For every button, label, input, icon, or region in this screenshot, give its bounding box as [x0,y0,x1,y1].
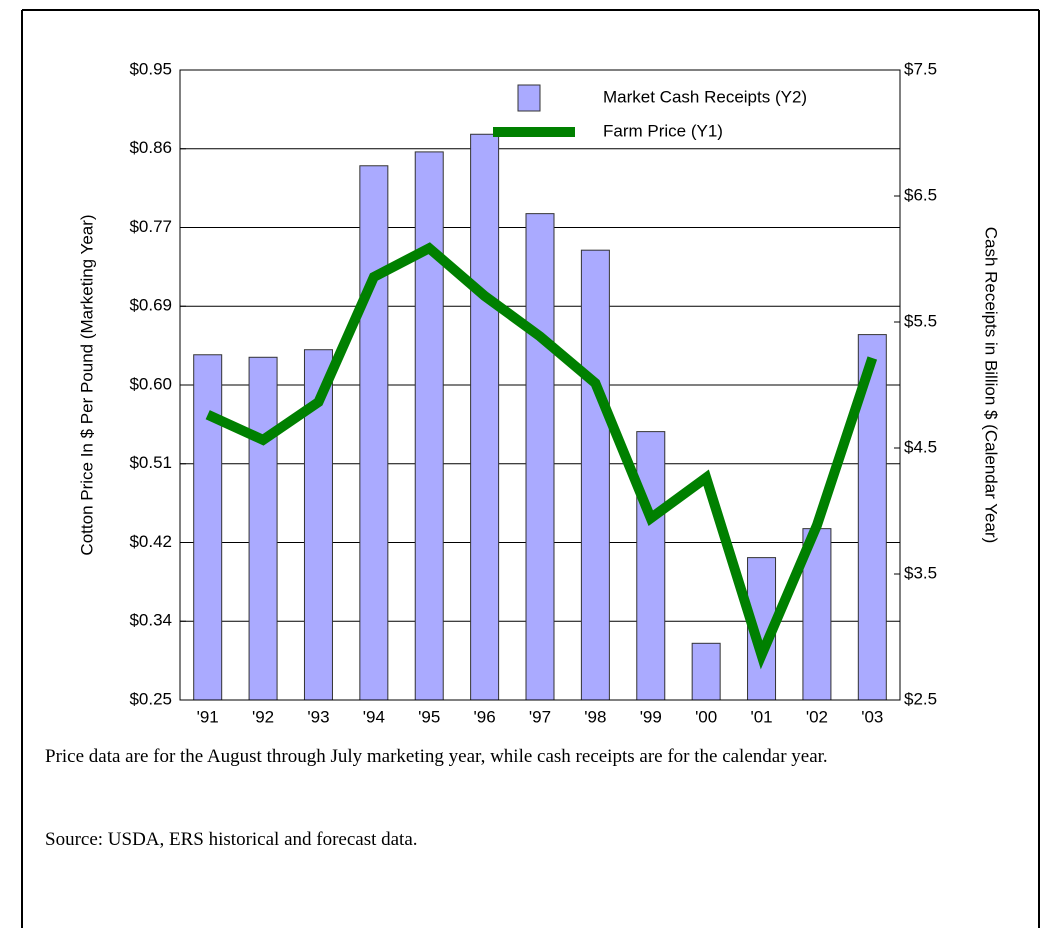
x-tick-label: '00 [695,707,717,726]
bar [691,642,721,701]
bar [248,356,278,701]
x-tick-label: '94 [363,707,385,726]
bar [580,249,610,701]
bar [414,151,444,701]
y-tick-label: $0.25 [129,689,172,708]
y-tick-label: $0.77 [129,217,172,236]
bar [802,528,832,701]
x-tick-label: '03 [861,707,883,726]
x-tick-label: '95 [418,707,440,726]
y2-tick-label: $4.5 [904,437,937,456]
x-tick-label: '97 [529,707,551,726]
y2-tick-label: $2.5 [904,689,937,708]
legend-label: Market Cash Receipts (Y2) [603,87,807,106]
x-tick-label: '91 [197,707,219,726]
x-tick-label: '98 [584,707,606,726]
y-tick-label: $0.42 [129,532,172,551]
y-tick-label: $0.69 [129,296,172,315]
y-tick-label: $0.34 [129,611,172,630]
y-tick-label: $0.51 [129,453,172,472]
x-tick-label: '92 [252,707,274,726]
y2-tick-label: $6.5 [904,185,937,204]
y-tick-label: $0.95 [129,59,172,78]
note: Price data are for the August through Ju… [45,746,828,767]
y-axis-label: Cotton Price In $ Per Pound (Marketing Y… [77,214,96,555]
legend-label: Farm Price (Y1) [603,121,723,140]
line [205,242,878,670]
y2-tick-label: $5.5 [904,311,937,330]
x-tick-label: '02 [806,707,828,726]
x-tick-label: '99 [640,707,662,726]
plot-border [179,69,901,701]
x-tick-label: '96 [474,707,496,726]
y2-tick-label: $7.5 [904,59,937,78]
y-tick-label: $0.86 [129,138,172,157]
bar [470,133,500,701]
x-tick-label: '93 [307,707,329,726]
y2-axis-label: Cash Receipts in Billion $ (Calendar Yea… [982,227,1001,544]
x-tick-label: '01 [750,707,772,726]
bar [525,213,555,701]
legend-swatch [517,84,541,112]
bar [636,431,666,701]
bar [359,165,389,701]
source: Source: USDA, ERS historical and forecas… [45,829,418,850]
y-tick-label: $0.60 [129,374,172,393]
y2-tick-label: $3.5 [904,563,937,582]
bar [193,354,223,701]
